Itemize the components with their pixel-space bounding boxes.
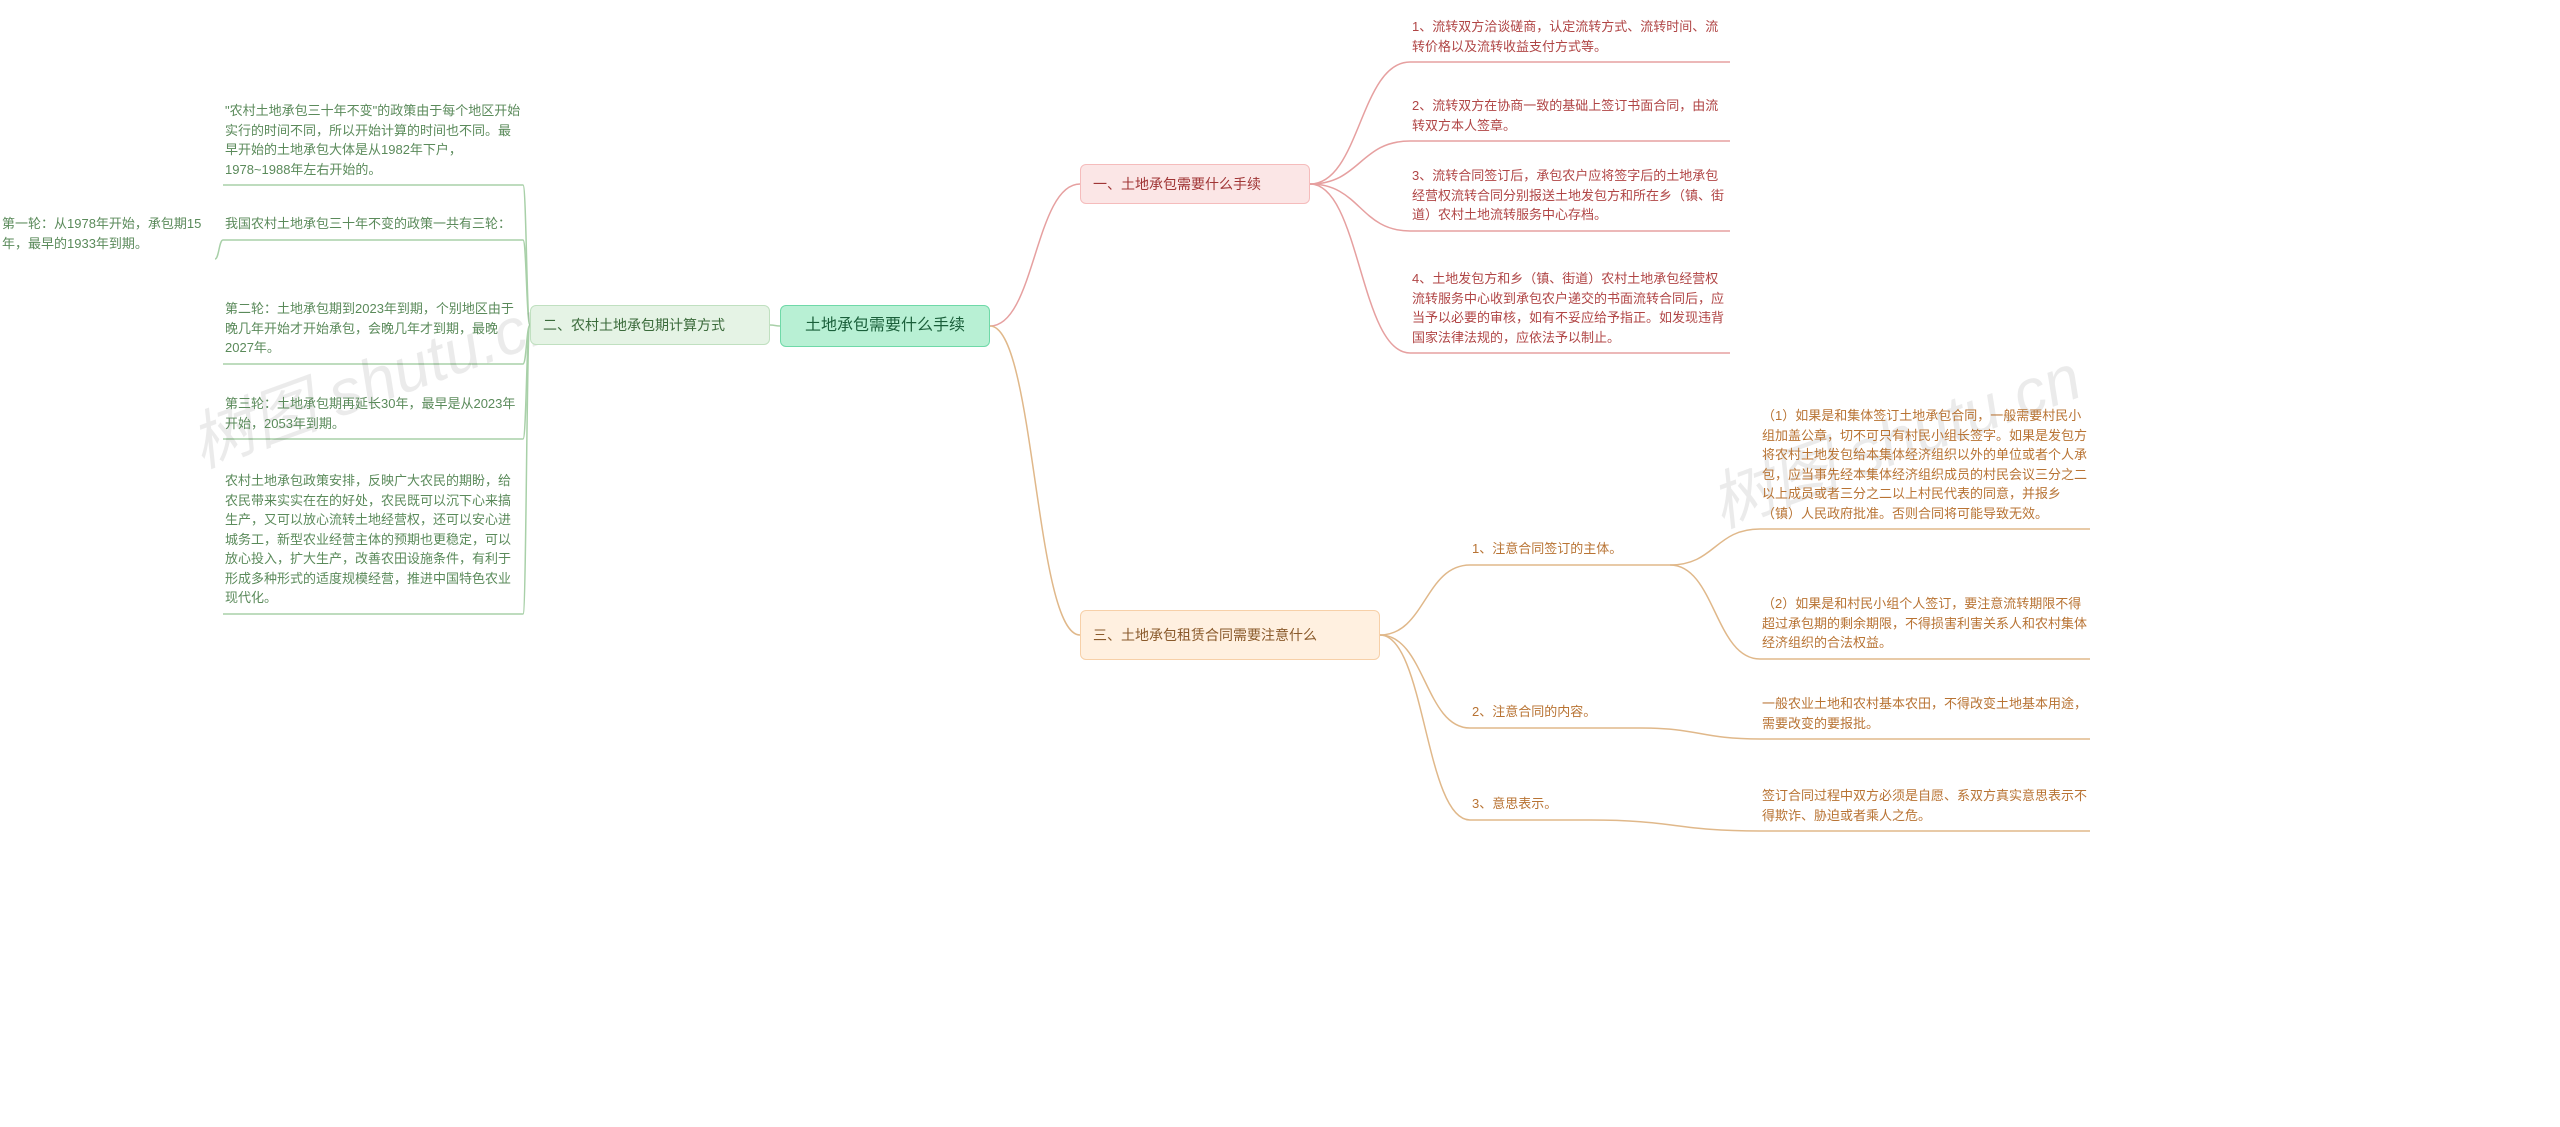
node-label: 签订合同过程中双方必须是自愿、系双方真实意思表示不得欺诈、胁迫或者乘人之危。 [1762, 786, 2088, 825]
mindmap-node-b1_1[interactable]: 1、流转双方洽谈磋商，认定流转方式、流转时间、流转价格以及流转收益支付方式等。 [1410, 13, 1730, 62]
mindmap-node-b3_3a[interactable]: 签订合同过程中双方必须是自愿、系双方真实意思表示不得欺诈、胁迫或者乘人之危。 [1760, 782, 2090, 831]
node-label: 第二轮：土地承包期到2023年到期，个别地区由于晚几年开始才开始承包，会晚几年才… [225, 299, 521, 358]
node-label: 1、流转双方洽谈磋商，认定流转方式、流转时间、流转价格以及流转收益支付方式等。 [1412, 17, 1728, 56]
mindmap-node-b3_1[interactable]: 1、注意合同签订的主体。 [1470, 535, 1670, 565]
mindmap-node-b2[interactable]: 二、农村土地承包期计算方式 [530, 305, 770, 345]
node-label: 1、注意合同签订的主体。 [1472, 539, 1668, 559]
mindmap-node-b3_2[interactable]: 2、注意合同的内容。 [1470, 698, 1640, 728]
node-label: 第三轮：土地承包期再延长30年，最早是从2023年开始，2053年到期。 [225, 394, 521, 433]
mindmap-node-b2_3[interactable]: 第二轮：土地承包期到2023年到期，个别地区由于晚几年开始才开始承包，会晚几年才… [223, 295, 523, 364]
mindmap-node-b3_3[interactable]: 3、意思表示。 [1470, 790, 1590, 820]
node-label: 3、意思表示。 [1472, 794, 1588, 814]
node-label: 3、流转合同签订后，承包农户应将签字后的土地承包经营权流转合同分别报送土地发包方… [1412, 166, 1728, 225]
mindmap-node-b1_4[interactable]: 4、土地发包方和乡（镇、街道）农村土地承包经营权流转服务中心收到承包农户递交的书… [1410, 265, 1730, 353]
mindmap-node-b1_2[interactable]: 2、流转双方在协商一致的基础上签订书面合同，由流转双方本人签章。 [1410, 92, 1730, 141]
node-label: （1）如果是和集体签订土地承包合同，一般需要村民小组加盖公章，切不可只有村民小组… [1762, 406, 2088, 523]
node-label: 我国农村土地承包三十年不变的政策一共有三轮： [225, 214, 521, 234]
node-label: 2、流转双方在协商一致的基础上签订书面合同，由流转双方本人签章。 [1412, 96, 1728, 135]
mindmap-node-b1[interactable]: 一、土地承包需要什么手续 [1080, 164, 1310, 204]
node-label: 一、土地承包需要什么手续 [1093, 174, 1297, 195]
node-label: 4、土地发包方和乡（镇、街道）农村土地承包经营权流转服务中心收到承包农户递交的书… [1412, 269, 1728, 347]
node-label: 三、土地承包租赁合同需要注意什么 [1093, 625, 1367, 646]
node-label: "农村土地承包三十年不变"的政策由于每个地区开始实行的时间不同，所以开始计算的时… [225, 101, 521, 179]
node-label: 2、注意合同的内容。 [1472, 702, 1638, 722]
mindmap-node-b3_1b[interactable]: （2）如果是和村民小组个人签订，要注意流转期限不得超过承包期的剩余期限，不得损害… [1760, 590, 2090, 659]
mindmap-node-b2_2[interactable]: 我国农村土地承包三十年不变的政策一共有三轮： [223, 210, 523, 240]
mindmap-node-b3_2a[interactable]: 一般农业土地和农村基本农田，不得改变土地基本用途，需要改变的要报批。 [1760, 690, 2090, 739]
mindmap-node-b2_5[interactable]: 农村土地承包政策安排，反映广大农民的期盼，给农民带来实实在在的好处，农民既可以沉… [223, 467, 523, 614]
mindmap-node-b3_1a[interactable]: （1）如果是和集体签订土地承包合同，一般需要村民小组加盖公章，切不可只有村民小组… [1760, 402, 2090, 529]
node-label: 二、农村土地承包期计算方式 [543, 315, 757, 336]
node-label: 土地承包需要什么手续 [795, 314, 975, 338]
node-label: 农村土地承包政策安排，反映广大农民的期盼，给农民带来实实在在的好处，农民既可以沉… [225, 471, 521, 608]
node-label: 第一轮：从1978年开始，承包期15年，最早的1933年到期。 [2, 214, 213, 253]
mindmap-node-b1_3[interactable]: 3、流转合同签订后，承包农户应将签字后的土地承包经营权流转合同分别报送土地发包方… [1410, 162, 1730, 231]
mindmap-node-root[interactable]: 土地承包需要什么手续 [780, 305, 990, 347]
node-label: （2）如果是和村民小组个人签订，要注意流转期限不得超过承包期的剩余期限，不得损害… [1762, 594, 2088, 653]
mindmap-node-b2_2a[interactable]: 第一轮：从1978年开始，承包期15年，最早的1933年到期。 [0, 210, 215, 259]
mindmap-node-b2_4[interactable]: 第三轮：土地承包期再延长30年，最早是从2023年开始，2053年到期。 [223, 390, 523, 439]
node-label: 一般农业土地和农村基本农田，不得改变土地基本用途，需要改变的要报批。 [1762, 694, 2088, 733]
mindmap-canvas: 树图 shutu.cn树图 shutu.cn土地承包需要什么手续一、土地承包需要… [0, 0, 2560, 1127]
mindmap-node-b2_1[interactable]: "农村土地承包三十年不变"的政策由于每个地区开始实行的时间不同，所以开始计算的时… [223, 97, 523, 185]
mindmap-node-b3[interactable]: 三、土地承包租赁合同需要注意什么 [1080, 610, 1380, 660]
